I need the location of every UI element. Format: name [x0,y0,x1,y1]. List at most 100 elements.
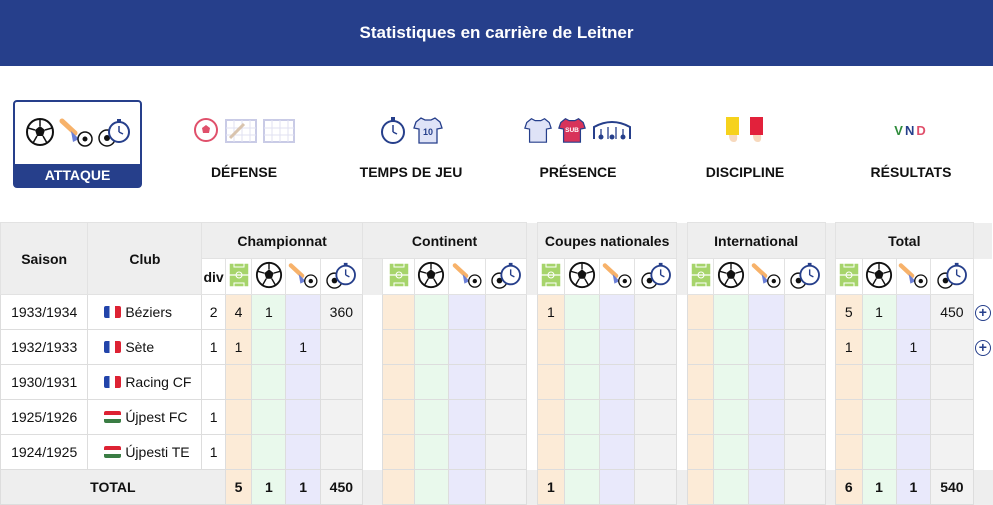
season-cell: 1933/1934 [0,294,89,330]
flag-fr-icon [104,341,122,353]
champ-stat-cell: 1 [224,329,253,365]
club-name[interactable]: Racing CF [125,374,192,390]
cont-stat-cell [413,399,449,435]
intl-stat-cell [747,364,785,400]
club-name[interactable]: Újpesti TE [125,444,190,460]
season-cell: 1925/1926 [0,399,89,435]
expand-row-icon[interactable]: + [974,304,991,321]
club-cell[interactable]: Racing CF [87,364,203,400]
coupes-minutes-ball-timer-icon [633,258,678,295]
vnd-icon: VND [894,122,928,138]
intl-stat-cell [783,294,826,330]
club-name[interactable]: Újpest FC [125,409,188,425]
cont-stat-cell [382,399,415,435]
bench-icon [593,121,631,140]
tab-defense[interactable]: DÉFENSE [161,100,327,188]
group-header-total: Total [834,222,974,259]
div-cell [201,364,226,400]
champ-goals-ball-icon [251,258,287,295]
coupes-stat-cell [598,329,635,365]
champ-stat-cell [285,434,321,470]
champ-stat-cell [320,434,363,470]
tab-presence[interactable]: SUB PRÉSENCE [495,100,661,188]
flag-fr-icon [104,376,122,388]
cont-stat-cell [447,294,486,330]
club-cell[interactable]: Sète [87,329,203,365]
champ-stat-cell [285,399,321,435]
cont-stat-cell [447,329,486,365]
total-stat-cell [834,364,863,400]
champ-assists-shot-icon [285,258,321,295]
cont-stat-cell [382,469,415,505]
intl-stat-cell [686,294,715,330]
cont-stat-cell [447,399,486,435]
coupes-stat-cell [598,434,635,470]
total-stat-cell: 6 [834,469,863,505]
champ-stat-cell [320,329,363,365]
total-stat-cell [861,434,897,470]
champ-stat-cell: 360 [320,294,363,330]
champ-stat-cell [251,399,287,435]
coupes-stat-cell [563,294,600,330]
tab-temps-de-jeu[interactable]: 10 TEMPS DE JEU [328,100,494,188]
cont-stat-cell [484,399,528,435]
intl-stat-cell [783,364,826,400]
coupes-stat-cell [598,294,635,330]
tab-defense-label: DÉFENSE [210,164,278,180]
career-stats-table-wrapper: Saison Club Championnat Continent Coupes… [0,222,993,505]
coupes-stat-cell [536,329,565,365]
total-minutes-ball-timer-icon [930,258,974,295]
coupes-stat-cell [598,469,635,505]
intl-stat-cell [747,469,785,505]
total-stat-cell [930,329,974,365]
intl-goals-ball-icon [713,258,749,295]
tab-resultats[interactable]: VND RÉSULTATS [828,100,993,188]
expand-row-icon[interactable]: + [974,339,991,356]
coupes-matches-pitch-icon [536,258,565,295]
coupes-stat-cell [598,399,635,435]
intl-stat-cell [686,469,715,505]
club-cell[interactable]: Újpest FC [87,399,203,435]
champ-stat-cell: 1 [285,469,321,505]
coupes-stat-cell [563,329,600,365]
total-assists-shot-icon [895,258,932,295]
cont-stat-cell [447,364,486,400]
club-cell[interactable]: Újpesti TE [87,434,203,470]
intl-stat-cell [686,399,715,435]
champ-stat-cell: 4 [224,294,253,330]
champ-stat-cell: 1 [251,469,287,505]
coupes-goals-ball-icon [563,258,600,295]
tab-attaque[interactable]: ATTAQUE [13,100,142,188]
svg-text:10: 10 [423,127,433,137]
cont-goals-ball-icon [413,258,449,295]
total-stat-cell [834,434,863,470]
season-header: Saison [0,222,89,295]
cont-stat-cell [484,434,528,470]
div-cell: 1 [201,399,226,435]
stopwatch-icon [381,117,405,144]
total-stat-cell: 1 [895,469,932,505]
total-stat-cell [834,399,863,435]
intl-stat-cell [686,364,715,400]
intl-stat-cell [783,329,826,365]
total-stat-cell [895,294,932,330]
total-stat-cell: 5 [834,294,863,330]
champ-stat-cell [224,364,253,400]
cont-stat-cell [413,329,449,365]
intl-stat-cell [686,434,715,470]
coupes-stat-cell [563,434,600,470]
flag-hu-icon [104,446,122,458]
tab-discipline-label: DISCIPLINE [705,164,785,180]
club-name[interactable]: Béziers [125,304,172,320]
coupes-stat-cell [598,364,635,400]
career-stats-table: Saison Club Championnat Continent Coupes… [0,222,993,505]
cont-matches-pitch-icon [382,258,415,295]
table-row: 1930/1931 Racing CF [0,364,993,400]
champ-stat-cell [251,434,287,470]
div-header: div [201,258,226,295]
club-cell[interactable]: Béziers [87,294,203,330]
club-name[interactable]: Sète [125,339,155,355]
cont-stat-cell [413,434,449,470]
total-goals-ball-icon [861,258,897,295]
tab-discipline[interactable]: DISCIPLINE [662,100,828,188]
